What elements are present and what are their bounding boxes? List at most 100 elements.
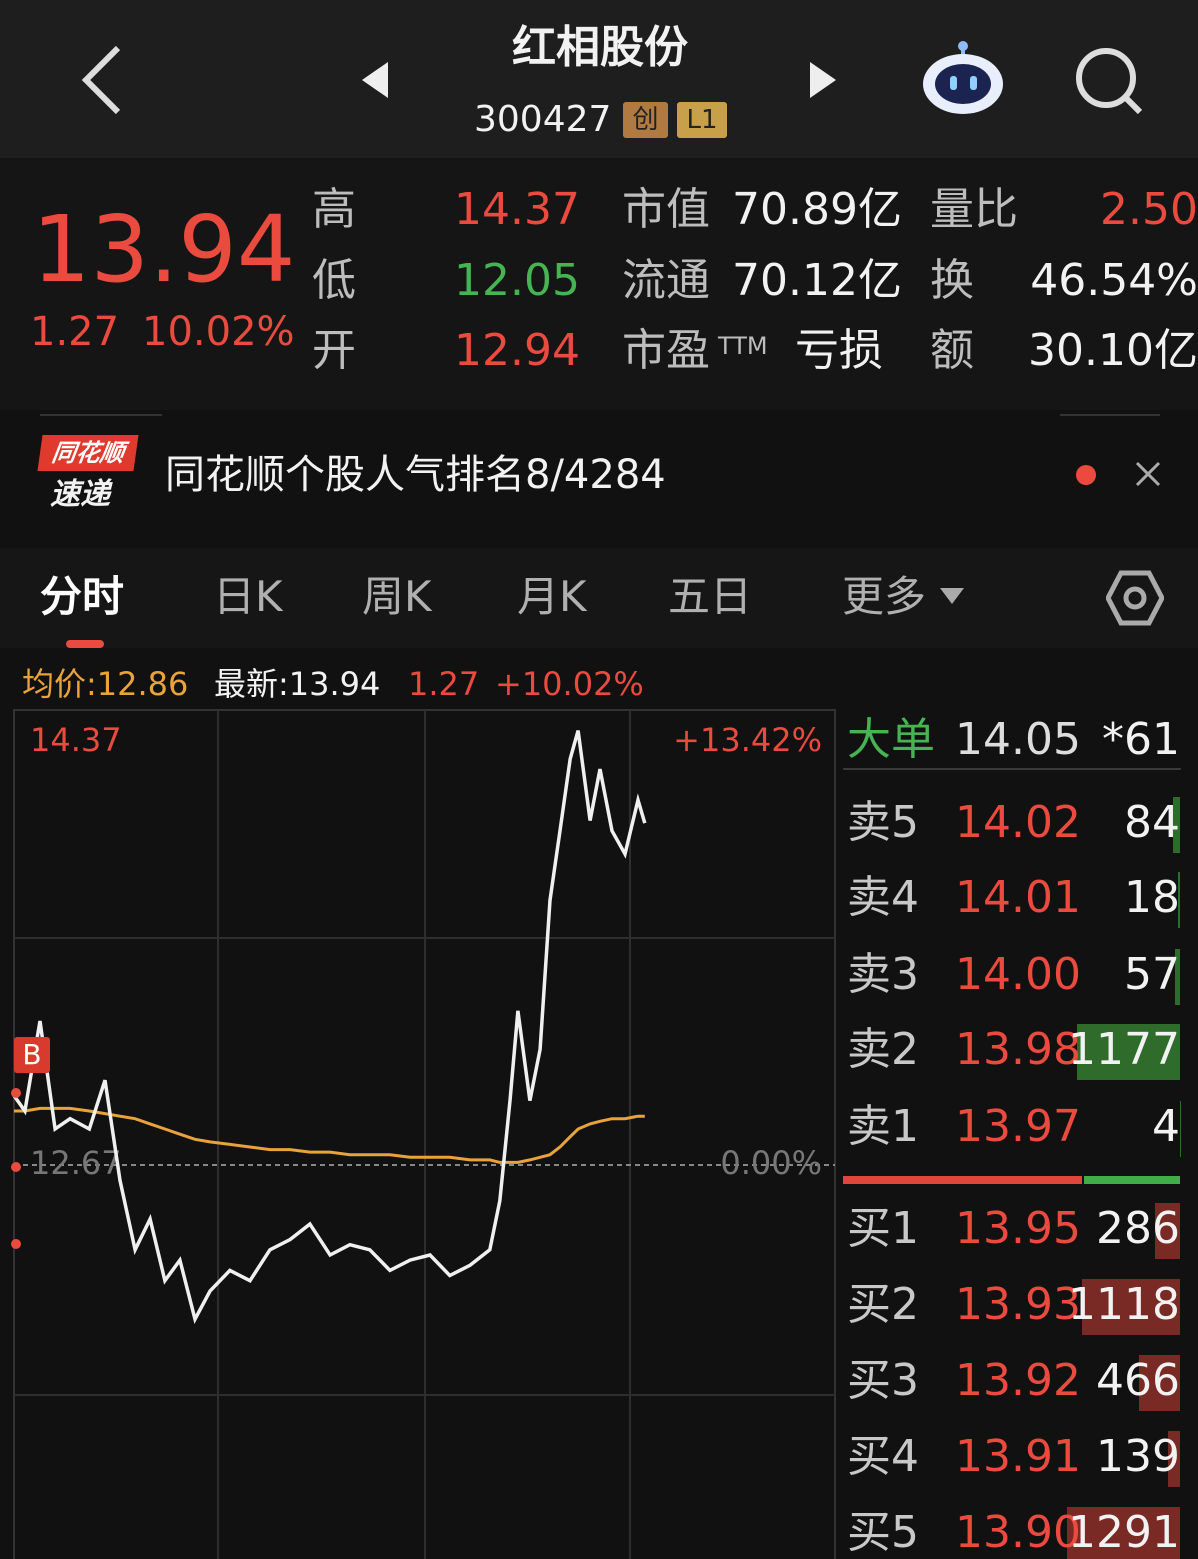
stat-value: 46.54% <box>1030 255 1198 306</box>
level-price: 13.92 <box>955 1355 1081 1406</box>
divider <box>1060 414 1160 416</box>
stat-value: 亏损 <box>795 325 883 376</box>
stat-value: 12.94 <box>454 325 580 376</box>
level-label: 卖3 <box>847 949 919 1000</box>
pressure-bar-buy <box>843 1176 1082 1184</box>
latest-change: 1.27 <box>408 665 480 703</box>
change: 1.27 <box>30 309 120 355</box>
level-price: 14.02 <box>955 797 1081 848</box>
dropdown-arrow[interactable] <box>940 588 964 604</box>
price-line <box>12 730 647 1325</box>
tab[interactable]: 月K <box>517 572 587 621</box>
tab[interactable]: 五日 <box>668 572 753 621</box>
stat-value: 70.89亿 <box>732 184 902 235</box>
level-price: 14.01 <box>955 872 1081 923</box>
prev-stock[interactable] <box>360 60 390 100</box>
volume-bar <box>1077 1024 1180 1080</box>
level-volume: 1291 <box>1068 1507 1180 1558</box>
level-volume: 139 <box>1096 1431 1180 1482</box>
tab[interactable]: 分时 <box>40 572 125 621</box>
stat-label: 开 <box>312 325 356 376</box>
tab[interactable]: 更多 <box>842 572 927 621</box>
latest-price: 最新:13.94 <box>214 665 381 703</box>
next-stock[interactable] <box>808 60 838 100</box>
stock-code: 300427 <box>474 99 612 140</box>
stat-label: 额 <box>930 325 974 376</box>
level-volume: 57 <box>1124 949 1180 1000</box>
tab-indicator <box>66 640 104 648</box>
stat-label: 流通 <box>622 255 710 306</box>
stat-label: 高 <box>312 184 356 235</box>
pressure-bar-sell <box>1084 1176 1180 1184</box>
avg-price: 均价:12.86 <box>22 665 189 703</box>
level-label: 买5 <box>847 1507 919 1558</box>
stat-value: 12.05 <box>454 255 580 306</box>
level-price: 14.00 <box>955 949 1081 1000</box>
y2-tick-label: 0.00% <box>720 1144 822 1182</box>
stat-label: 市值 <box>622 184 710 235</box>
volume-bar <box>1082 1279 1180 1335</box>
stat-value: 14.37 <box>454 184 580 235</box>
y2-tick-label: +13.42% <box>673 721 822 759</box>
level-label: 买4 <box>847 1431 919 1482</box>
level-label: 买1 <box>847 1203 919 1254</box>
latest-pct: +10.02% <box>495 665 644 703</box>
volume-bar <box>1167 1431 1180 1487</box>
y-tick-label: 14.37 <box>30 721 122 759</box>
trade-dot <box>11 1088 21 1098</box>
level-volume: 4 <box>1152 1101 1180 1152</box>
back-button[interactable] <box>70 40 130 120</box>
level-volume: 18 <box>1124 872 1180 923</box>
settings-button[interactable] <box>1106 570 1164 626</box>
stat-label: 换 <box>930 255 974 306</box>
stat-value: 30.10亿 <box>1028 325 1198 376</box>
level-price: 13.95 <box>955 1203 1081 1254</box>
level-label: 卖1 <box>847 1101 919 1152</box>
volume-bar <box>1139 1355 1180 1411</box>
big-divider <box>843 768 1181 770</box>
volume-bar <box>1067 1507 1180 1559</box>
level-label: 卖4 <box>847 872 919 923</box>
big-price: 14.05 <box>955 714 1081 765</box>
close-button[interactable] <box>1134 460 1162 488</box>
buy-marker: B <box>22 1038 41 1071</box>
level-label: 卖2 <box>847 1024 919 1075</box>
volume-bar <box>1175 949 1180 1005</box>
volume-bar <box>1178 872 1180 928</box>
level-price: 13.93 <box>955 1279 1081 1330</box>
level-volume: 466 <box>1096 1355 1180 1406</box>
stat-value: 2.50 <box>1100 184 1198 235</box>
news-badge-bottom: 速递 <box>50 477 110 512</box>
stat-label: 低 <box>312 255 356 306</box>
change-pct: 10.02% <box>142 309 295 355</box>
level-price: 13.97 <box>955 1101 1081 1152</box>
search-button[interactable] <box>1072 46 1144 118</box>
level-price: 13.98 <box>955 1024 1081 1075</box>
level-label: 卖5 <box>847 797 919 848</box>
pe-suffix: TTM <box>718 332 768 360</box>
big-label: 大单 <box>847 714 935 765</box>
news-text[interactable]: 同花顺个股人气排名8/4284 <box>165 452 666 498</box>
level-price: 13.91 <box>955 1431 1081 1482</box>
badge: L1 <box>677 102 727 138</box>
volume-bar <box>1172 797 1180 853</box>
unread-dot <box>1076 465 1096 485</box>
volume-bar <box>1154 1203 1180 1259</box>
stat-label: 市盈 <box>622 325 710 376</box>
stat-label: 量比 <box>930 184 1018 235</box>
assistant-icon[interactable] <box>920 38 1006 118</box>
level-price: 13.90 <box>955 1507 1081 1558</box>
tab[interactable]: 日K <box>213 572 283 621</box>
buy-marker-box <box>14 1037 50 1073</box>
level-volume: 84 <box>1124 797 1180 848</box>
tab[interactable]: 周K <box>362 572 432 621</box>
trade-dot <box>11 1239 21 1249</box>
level-label: 买2 <box>847 1279 919 1330</box>
badge: 创 <box>623 102 668 138</box>
level-volume: 286 <box>1096 1203 1180 1254</box>
stat-value: 70.12亿 <box>732 255 902 306</box>
big-volume: *61 <box>1102 714 1180 765</box>
stock-name: 红相股份 <box>512 22 688 73</box>
